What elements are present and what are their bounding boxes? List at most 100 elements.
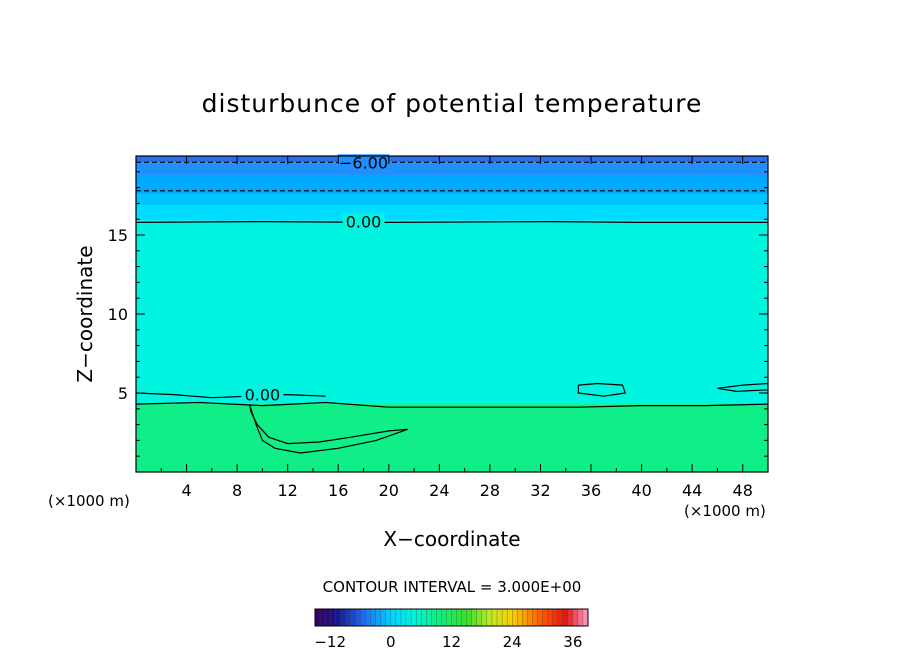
colorbar-cell xyxy=(390,608,397,627)
colorbar-cell xyxy=(517,608,523,627)
colorbar-cell xyxy=(410,608,417,627)
colorbar-tick-label: 12 xyxy=(442,633,461,651)
y-tick-label: 10 xyxy=(108,305,128,324)
field-band-3 xyxy=(136,193,768,205)
x-tick-label: 48 xyxy=(733,481,753,500)
colorbar-cell xyxy=(451,608,458,627)
contour-line-0 xyxy=(136,220,768,224)
field-band-4 xyxy=(136,204,768,221)
y-axis-ticks: 5 10 15 xyxy=(108,171,768,457)
contour-line-5 xyxy=(249,405,408,454)
x-tick-label: 20 xyxy=(379,481,399,500)
colorbar-cell xyxy=(572,608,579,627)
colorbar-cell xyxy=(491,608,498,627)
colorbar-cell xyxy=(330,608,336,627)
colorbar-cell xyxy=(319,608,326,627)
colorbar-tick-label: 24 xyxy=(503,633,522,651)
colorbar-cell xyxy=(537,608,543,627)
colorbar-cell xyxy=(345,608,351,627)
contour-label-1: −6.00 xyxy=(339,153,388,172)
colorbar-cell xyxy=(314,608,321,627)
colorbar-tick-label: 36 xyxy=(563,633,582,651)
colorbar-cell xyxy=(582,608,589,627)
shaded-field xyxy=(136,156,768,472)
colorbar-cell xyxy=(466,608,473,627)
contour-labels: 0.00 −6.00 0.00 xyxy=(241,153,390,405)
colorbar-cell xyxy=(577,608,584,627)
colorbar-cell xyxy=(426,608,432,627)
x-tick-label: 8 xyxy=(232,481,242,500)
colorbar-cell xyxy=(471,608,478,627)
colorbar-cell xyxy=(431,608,437,627)
colorbar-frame xyxy=(314,608,589,627)
colorbar-tick-label: 0 xyxy=(386,633,396,651)
field-band-1 xyxy=(136,162,768,175)
colorbar-cell xyxy=(355,608,361,627)
colorbar-cell xyxy=(506,608,513,627)
colorbar-cell xyxy=(446,608,452,627)
colorbar-cell xyxy=(380,608,387,627)
contour-label-bg-2 xyxy=(342,213,385,230)
contour-label-2: 0.00 xyxy=(346,213,382,232)
colorbar-cell xyxy=(461,608,468,627)
x-tick-label: 16 xyxy=(328,481,348,500)
colorbar-cell xyxy=(400,608,407,627)
colorbar-cell xyxy=(415,608,422,627)
colorbar xyxy=(314,608,589,627)
colorbar-cell xyxy=(552,608,559,627)
field-band-6 xyxy=(136,404,768,472)
colorbar-cell xyxy=(365,608,372,627)
colorbar-cell xyxy=(350,608,356,627)
colorbar-cell xyxy=(405,608,412,627)
x-axis-label: X−coordinate xyxy=(383,527,520,551)
colorbar-cell xyxy=(527,608,533,627)
colorbar-cell xyxy=(324,608,331,627)
x-unit-right: (×1000 m) xyxy=(684,502,766,520)
colorbar-cell xyxy=(532,608,538,627)
colorbar-cell xyxy=(340,608,346,627)
x-tick-label: 4 xyxy=(181,481,191,500)
field-band-0 xyxy=(136,156,768,163)
chart-title: disturbunce of potential temperature xyxy=(202,89,703,118)
colorbar-cell xyxy=(421,608,427,627)
x-tick-label: 36 xyxy=(581,481,601,500)
x-unit-left: (×1000 m) xyxy=(48,492,130,510)
x-tick-label: 40 xyxy=(631,481,651,500)
contour-label-bg-1 xyxy=(337,154,390,171)
x-tick-label: 44 xyxy=(682,481,702,500)
colorbar-cell xyxy=(335,608,341,627)
colorbar-ticks: −12 0 12 24 36 xyxy=(314,633,582,651)
y-axis-label: Z−coordinate xyxy=(73,245,97,382)
colorbar-cell xyxy=(395,608,402,627)
colorbar-cell xyxy=(481,608,488,627)
contour-line-6 xyxy=(577,382,626,397)
colorbar-cell xyxy=(567,608,574,627)
colorbar-cell xyxy=(456,608,463,627)
colorbar-cell xyxy=(385,608,392,627)
x-tick-label: 28 xyxy=(480,481,500,500)
colorbar-cell xyxy=(542,608,549,627)
colorbar-cell xyxy=(375,608,382,627)
colorbar-cell xyxy=(501,608,508,627)
contour-line-7 xyxy=(717,382,768,393)
colorbar-cell xyxy=(476,608,483,627)
colorbar-cell xyxy=(370,608,377,627)
colorbar-cell xyxy=(557,608,564,627)
colorbar-cell xyxy=(436,608,442,627)
colorbar-cell xyxy=(512,608,518,627)
x-tick-label: 12 xyxy=(278,481,298,500)
colorbar-cell xyxy=(496,608,503,627)
contour-label-0: 0.00 xyxy=(245,386,281,405)
field-band-2 xyxy=(136,174,768,194)
colorbar-tick-label: −12 xyxy=(314,633,346,651)
colorbar-cell xyxy=(486,608,493,627)
contour-interval-text: CONTOUR INTERVAL = 3.000E+00 xyxy=(323,578,582,596)
y-tick-label: 5 xyxy=(118,384,128,403)
contour-label-bg-0 xyxy=(241,386,284,403)
field-band-5 xyxy=(136,220,768,405)
contour-line-4 xyxy=(136,401,768,408)
x-axis-ticks: 4 8 12 16 20 24 28 32 36 40 44 48 xyxy=(160,156,753,500)
x-tick-label: 24 xyxy=(429,481,449,500)
colorbar-cell xyxy=(522,608,528,627)
